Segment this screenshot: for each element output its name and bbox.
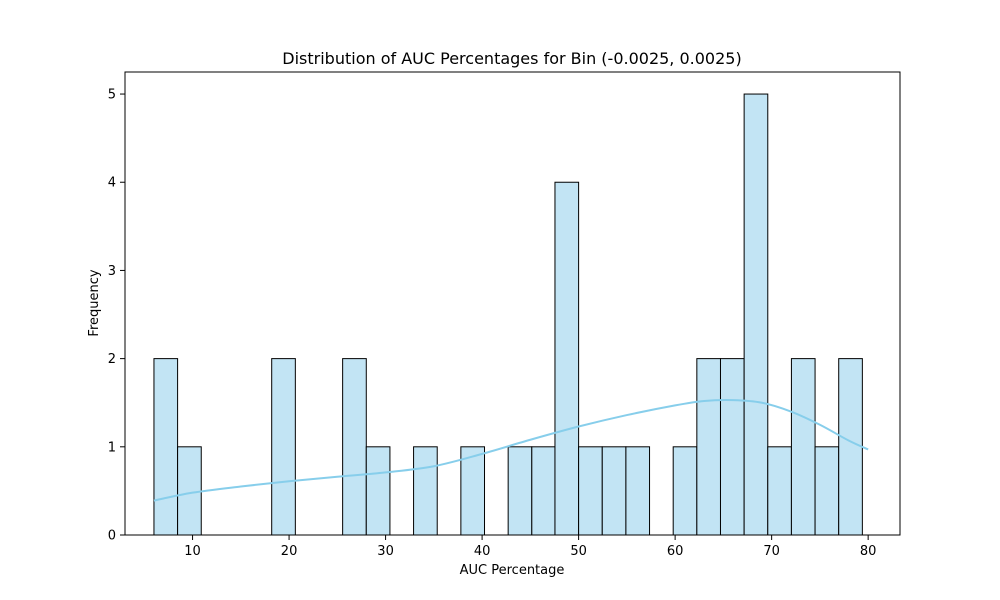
x-tick-label: 20: [281, 544, 298, 559]
histogram-bar: [554, 181, 580, 536]
x-tick-label: 30: [377, 544, 394, 559]
y-tick-label: 5: [108, 88, 116, 103]
histogram-bar: [460, 446, 486, 536]
histogram-bar: [342, 358, 367, 536]
y-axis-ticks: 0 1 2 3 4 5: [108, 88, 125, 544]
x-tick-label: 60: [667, 544, 684, 559]
x-tick-label: 50: [570, 544, 587, 559]
histogram-bars: [153, 93, 863, 536]
y-tick-label: 0: [108, 529, 116, 544]
histogram-bar: [271, 358, 296, 536]
histogram-bar: [601, 446, 627, 536]
x-tick-label: 10: [184, 544, 201, 559]
y-axis-label: Frequency: [87, 269, 102, 336]
histogram-bar: [153, 358, 179, 536]
histogram-bar: [365, 446, 391, 536]
y-tick-label: 2: [108, 352, 116, 367]
histogram-bar: [814, 446, 840, 536]
histogram-bar: [767, 446, 792, 536]
histogram-bar: [790, 358, 816, 536]
plot-area-frame: [124, 71, 901, 536]
x-tick-label: 80: [860, 544, 877, 559]
histogram-bar: [838, 358, 863, 536]
histogram-bar: [696, 358, 721, 536]
histogram-bar: [578, 446, 603, 536]
histogram-bar: [413, 446, 438, 536]
y-tick-label: 4: [108, 176, 116, 191]
y-tick-label: 3: [108, 264, 116, 279]
y-tick-label: 1: [108, 440, 116, 455]
histogram-bar: [743, 93, 769, 536]
histogram-bar: [507, 446, 533, 536]
chart-title: Distribution of AUC Percentages for Bin …: [282, 49, 741, 68]
x-tick-label: 40: [474, 544, 491, 559]
histogram-bar: [719, 358, 745, 536]
x-axis-ticks: 10 20 30 40 50 60 70 80: [184, 535, 876, 559]
x-axis-label: AUC Percentage: [460, 563, 565, 578]
kde-curve: [153, 398, 869, 502]
histogram-bar: [625, 446, 651, 536]
histogram-bar: [531, 446, 556, 536]
histogram-bar: [672, 446, 698, 536]
x-tick-label: 70: [763, 544, 780, 559]
